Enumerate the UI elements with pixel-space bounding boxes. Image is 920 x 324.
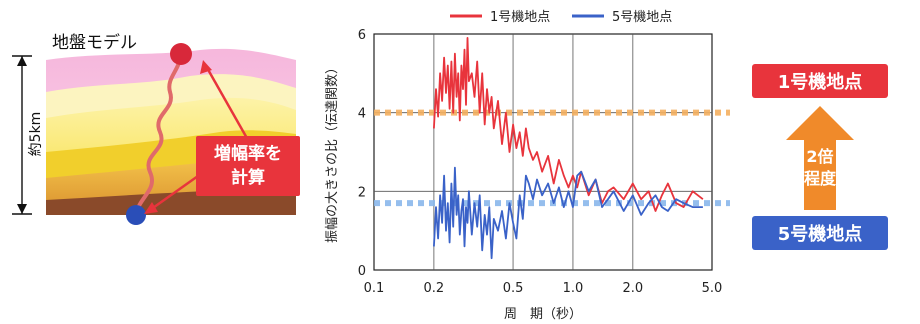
x-tick-label-5: 5.0 xyxy=(702,281,723,296)
depth-label: 約5km xyxy=(28,112,44,157)
depth-arrow-top-icon xyxy=(17,56,27,66)
x-tick-label-3: 1.0 xyxy=(563,281,584,296)
chart-legend: 1号機地点 5号機地点 xyxy=(450,10,672,25)
x-tick-label-4: 2.0 xyxy=(622,281,643,296)
calculation-callout: 増幅率を 計算 xyxy=(196,136,300,196)
y-tick-label-2: 4 xyxy=(358,107,366,122)
ratio-arrow-icon xyxy=(786,106,854,210)
depth-arrow-bottom-icon xyxy=(17,204,27,214)
callout-arrow-up-icon xyxy=(200,60,212,74)
y-axis-label: 振幅の大きさの比（伝達関数） xyxy=(325,61,340,243)
top-site-label-text: 1号機地点 xyxy=(777,72,863,93)
surface-point-icon xyxy=(170,43,192,65)
series-line-1 xyxy=(433,166,703,260)
y-tick-label-1: 2 xyxy=(358,185,366,200)
legend-label-1: 5号機地点 xyxy=(612,10,672,25)
y-tick-label-0: 0 xyxy=(358,264,366,279)
base-point-icon xyxy=(126,205,146,225)
bottom-site-label-text: 5号機地点 xyxy=(777,224,863,245)
seismic-wave-path xyxy=(134,54,182,216)
x-axis-label: 周 期（秒） xyxy=(504,307,582,322)
plot-area xyxy=(373,33,713,271)
series-line-0 xyxy=(433,37,704,212)
ground-model-title: 地盤モデル xyxy=(52,32,137,53)
x-tick-label-2: 0.5 xyxy=(503,281,524,296)
x-tick-label-0: 0.1 xyxy=(364,281,385,296)
y-tick-label-3: 6 xyxy=(358,28,366,43)
ratio-line-1: 2倍 xyxy=(806,147,834,166)
callout-line-1: 増幅率を xyxy=(214,144,282,164)
x-tick-label-1: 0.2 xyxy=(424,281,445,296)
bottom-site-label: 5号機地点 xyxy=(752,216,888,250)
callout-line-2: 計算 xyxy=(231,168,265,188)
transfer-function-chart: 1号機地点 5号機地点 0.1 0.2 0.5 1.0 2.0 5.0 0 2 4 6 周 期（秒） 振… xyxy=(325,10,730,322)
callout-arrow-down-icon xyxy=(144,202,158,214)
ratio-line-2: 程度 xyxy=(803,169,836,188)
legend-label-0: 1号機地点 xyxy=(490,10,550,25)
ratio-label: 2倍 程度 xyxy=(796,140,844,196)
top-site-label: 1号機地点 xyxy=(752,64,888,98)
